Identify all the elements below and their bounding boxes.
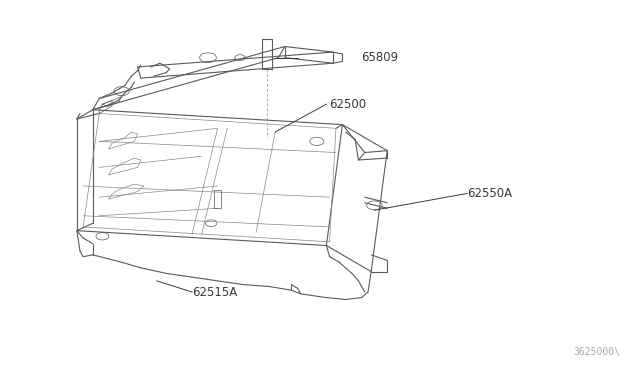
Text: 62515A: 62515A — [192, 286, 237, 298]
Text: 62550A: 62550A — [467, 187, 513, 200]
Text: 65809: 65809 — [362, 51, 399, 64]
Text: 62500: 62500 — [330, 98, 367, 110]
Text: 3625000\: 3625000\ — [574, 347, 621, 357]
